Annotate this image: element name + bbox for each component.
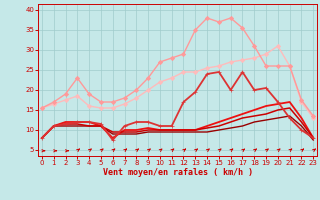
X-axis label: Vent moyen/en rafales ( km/h ): Vent moyen/en rafales ( km/h ) (103, 168, 252, 177)
